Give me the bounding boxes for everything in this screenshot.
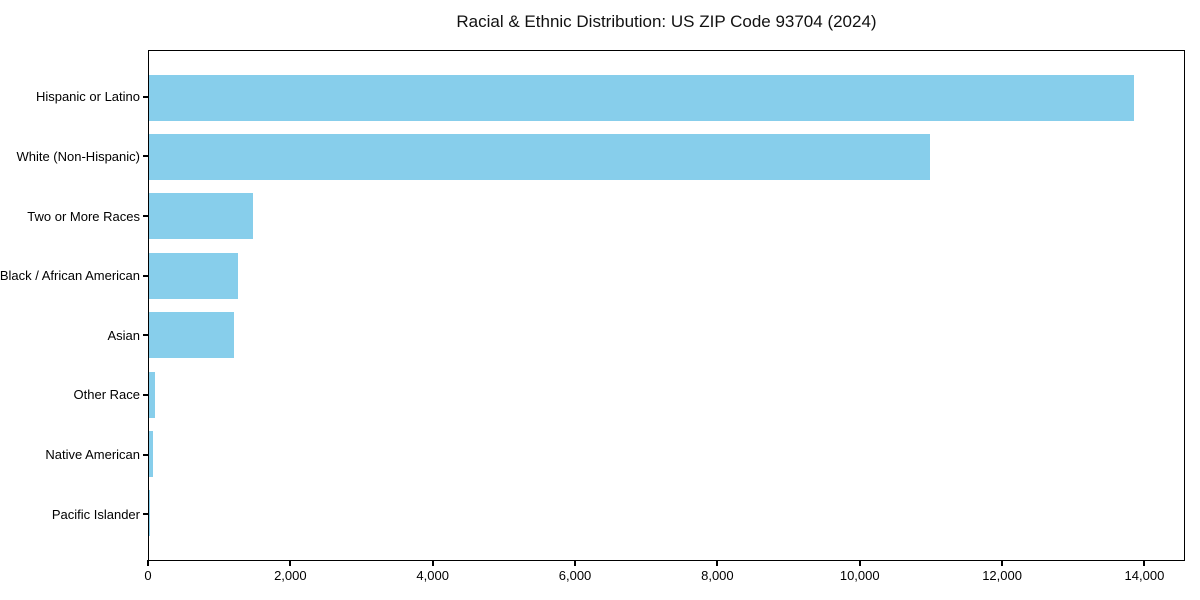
bar-black-african-american bbox=[149, 252, 238, 299]
bar-white-non-hispanic bbox=[149, 134, 931, 181]
bar-row bbox=[149, 187, 1184, 246]
bar-row bbox=[149, 424, 1184, 483]
chart-title: Racial & Ethnic Distribution: US ZIP Cod… bbox=[456, 12, 877, 31]
x-axis-tick-label: 14,000 bbox=[1124, 567, 1165, 583]
x-axis-tick-label: 8,000 bbox=[701, 567, 734, 583]
y-axis: Hispanic or Latino White (Non-Hispanic) Tw… bbox=[0, 50, 148, 561]
y-axis-label-white-non-hispanic: White (Non-Hispanic) bbox=[16, 148, 140, 164]
y-axis-row: Native American bbox=[0, 425, 148, 485]
x-axis-tick bbox=[1143, 559, 1146, 566]
y-axis-row: Other Race bbox=[0, 365, 148, 425]
y-axis-tick bbox=[143, 393, 148, 396]
bar-pacific-islander bbox=[149, 490, 150, 537]
y-axis-label-asian: Asian bbox=[107, 327, 140, 343]
bar-two-or-more-races bbox=[149, 193, 254, 240]
y-axis-tick bbox=[143, 334, 148, 337]
bar-other-race bbox=[149, 371, 156, 418]
y-axis-tick bbox=[143, 513, 148, 516]
bar-row bbox=[149, 306, 1184, 365]
bar-native-american bbox=[149, 430, 154, 477]
y-axis-row: Hispanic or Latino bbox=[0, 67, 148, 127]
plot-area bbox=[148, 50, 1185, 561]
x-axis-tick-label: 10,000 bbox=[839, 567, 880, 583]
bar-hispanic-or-latino bbox=[149, 74, 1134, 121]
x-axis-tick bbox=[858, 559, 861, 566]
y-axis-tick bbox=[143, 215, 148, 218]
bar-row bbox=[149, 484, 1184, 543]
y-axis-label-hispanic-or-latino: Hispanic or Latino bbox=[35, 89, 140, 105]
bar-row bbox=[149, 127, 1184, 186]
y-axis-row: Asian bbox=[0, 306, 148, 366]
bar-rows-container bbox=[149, 51, 1184, 560]
y-axis-row: Two or More Races bbox=[0, 186, 148, 246]
x-axis-tick-label: 4,000 bbox=[416, 567, 449, 583]
y-axis-label-black-african-american: Black / African American bbox=[0, 268, 140, 284]
bar-asian bbox=[149, 312, 235, 359]
x-axis-tick-label: 0 bbox=[144, 567, 152, 583]
y-axis-tick bbox=[143, 274, 148, 277]
x-axis-tick-label: 6,000 bbox=[558, 567, 592, 583]
y-axis-row: Black / African American bbox=[0, 246, 148, 306]
x-axis-tick bbox=[431, 559, 434, 566]
y-axis-label-other-race: Other Race bbox=[73, 387, 140, 403]
x-axis-tick bbox=[716, 559, 719, 566]
x-axis-tick-label: 2,000 bbox=[274, 567, 307, 583]
y-axis-label-native-american: Native American bbox=[45, 447, 140, 463]
x-axis: 0 2,000 4,000 6,000 8,000 10,000 12,000 14,000 bbox=[144, 559, 1185, 595]
y-axis-row: Pacific Islander bbox=[0, 484, 148, 544]
x-axis-tick bbox=[289, 559, 292, 566]
x-axis-tick bbox=[147, 559, 149, 566]
y-axis-label-two-or-more-races: Two or More Races bbox=[27, 208, 140, 224]
y-axis-tick bbox=[143, 453, 148, 456]
bar-row bbox=[149, 68, 1184, 127]
y-axis-tick bbox=[143, 155, 148, 158]
y-axis-label-pacific-islander: Pacific Islander bbox=[51, 506, 140, 522]
y-axis-tick bbox=[143, 95, 148, 98]
x-axis-tick-label: 12,000 bbox=[982, 567, 1022, 583]
x-axis-tick bbox=[1001, 559, 1004, 566]
y-axis-row: White (Non-Hispanic) bbox=[0, 127, 148, 187]
bar-row bbox=[149, 246, 1184, 305]
x-axis-tick bbox=[574, 559, 577, 566]
bar-row bbox=[149, 365, 1184, 424]
